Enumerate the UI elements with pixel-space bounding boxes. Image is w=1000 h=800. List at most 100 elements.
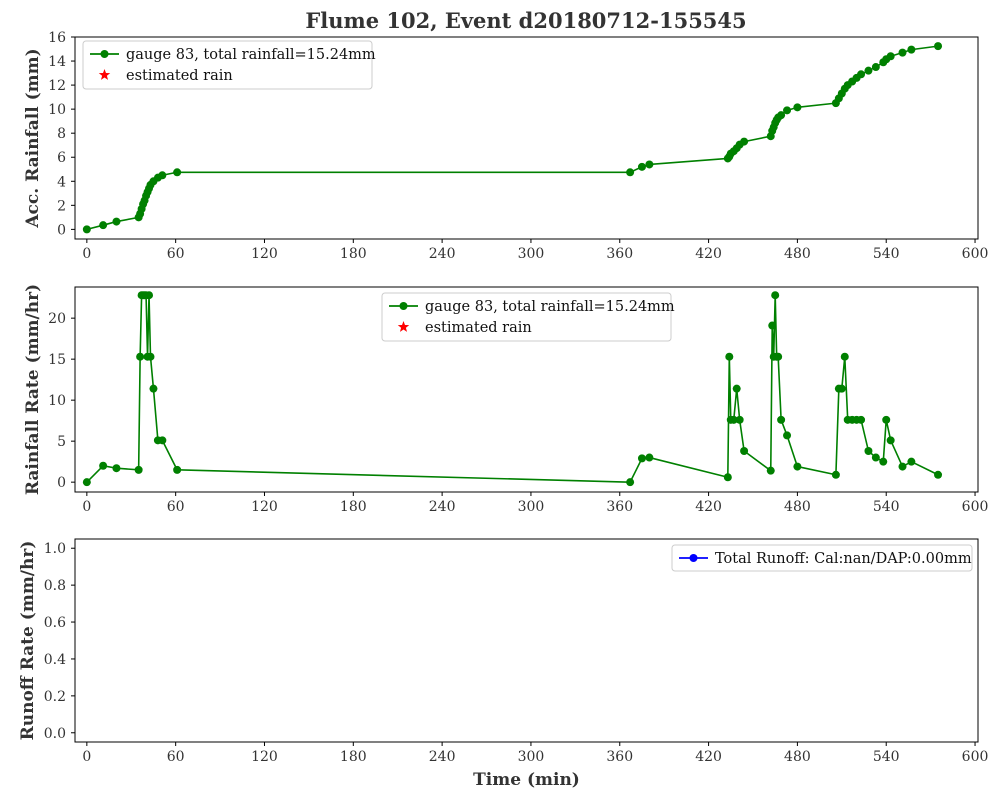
y-tick-label: 10: [48, 393, 66, 409]
data-point: [871, 453, 880, 462]
x-tick-label: 180: [340, 499, 367, 515]
panels: 0 60 120 180 240 300 360 420 480 540 6000246810121…: [18, 30, 988, 790]
x-axis-title: Time (min): [473, 770, 580, 790]
y-tick-label: 0: [57, 475, 66, 491]
y-tick-label: 0.4: [44, 652, 66, 668]
data-point: [626, 478, 635, 487]
x-tick-label: 360: [606, 499, 633, 515]
x-tick-label: 240: [429, 749, 456, 765]
x-tick-label: 180: [340, 246, 367, 262]
data-point: [907, 45, 916, 54]
legend-box: [381, 292, 672, 342]
data-point: [898, 48, 907, 57]
data-point: [149, 384, 158, 393]
x-tick-label: 60: [167, 749, 185, 765]
data-point: [740, 137, 749, 146]
x-tick-label: 600: [962, 246, 989, 262]
legend-star-marker: [98, 69, 111, 80]
data-point: [99, 461, 108, 470]
y-tick-label: 15: [48, 352, 66, 368]
data-point: [857, 415, 866, 424]
y-tick-label: 20: [48, 311, 66, 327]
y-tick-label: 8: [57, 126, 66, 142]
x-tick-label: 420: [695, 246, 722, 262]
data-point: [112, 464, 121, 473]
data-point: [864, 66, 873, 75]
data-point: [723, 473, 732, 482]
legend-star-marker: [397, 321, 410, 332]
data-point: [645, 160, 654, 169]
data-point: [793, 462, 802, 471]
data-point: [173, 168, 182, 177]
data-point: [766, 466, 775, 475]
data-point: [886, 52, 895, 61]
data-point: [793, 103, 802, 112]
x-tick-label: 120: [251, 246, 278, 262]
x-tick-label: 600: [962, 749, 989, 765]
legend: Total Runoff: Cal:nan/DAP:0.00mm: [671, 544, 973, 572]
data-point: [886, 436, 895, 445]
x-tick-label: 120: [251, 499, 278, 515]
data-point: [907, 457, 916, 466]
legend-box: [671, 544, 973, 572]
data-point: [82, 225, 91, 234]
x-tick-label: 0: [82, 499, 91, 515]
y-tick-label: 0.8: [44, 578, 66, 594]
x-tick-label: 180: [340, 749, 367, 765]
y-tick-label: 0.2: [44, 689, 66, 705]
y-tick-label: 1.0: [44, 541, 66, 557]
x-tick-label: 300: [518, 749, 545, 765]
x-tick-label: 240: [429, 499, 456, 515]
x-tick-label: 60: [167, 246, 185, 262]
data-point: [777, 415, 786, 424]
data-point: [735, 415, 744, 424]
data-point: [637, 162, 646, 171]
plot-frame: [74, 286, 979, 493]
plot-frame: [74, 538, 979, 743]
legend-label: gauge 83, total rainfall=15.24mm: [126, 47, 376, 63]
data-point: [99, 221, 108, 230]
legend-circle-marker: [100, 50, 109, 58]
data-point: [146, 352, 155, 361]
data-point: [837, 384, 846, 393]
data-point: [82, 478, 91, 487]
x-tick-label: 540: [873, 499, 900, 515]
data-point: [882, 415, 891, 424]
x-tick-label: 0: [82, 246, 91, 262]
legend-label: gauge 83, total rainfall=15.24mm: [425, 299, 675, 315]
y-tick-label: 0.0: [44, 726, 66, 742]
data-point: [768, 321, 777, 330]
x-tick-label: 480: [784, 499, 811, 515]
legend-label: estimated rain: [126, 68, 233, 84]
data-point: [934, 42, 943, 51]
y-tick-label: 0: [57, 222, 66, 238]
data-point: [857, 70, 866, 79]
x-tick-label: 120: [251, 749, 278, 765]
data-point: [725, 352, 734, 361]
y-tick-label: 12: [48, 78, 66, 94]
data-point: [777, 111, 786, 120]
data-point: [864, 447, 873, 455]
legend-circle-marker: [689, 554, 698, 562]
data-point: [783, 106, 792, 115]
data-point: [136, 352, 145, 361]
data-point: [831, 470, 840, 479]
x-tick-label: 360: [606, 246, 633, 262]
data-point: [898, 462, 907, 471]
legend-box: [82, 40, 373, 90]
legend-circle-marker: [399, 302, 408, 310]
x-tick-label: 540: [873, 749, 900, 765]
x-tick-label: 300: [518, 499, 545, 515]
x-tick-label: 240: [429, 246, 456, 262]
y-tick-label: 16: [48, 30, 66, 46]
x-tick-label: 300: [518, 246, 545, 262]
x-tick-label: 420: [695, 749, 722, 765]
data-point: [729, 415, 738, 424]
data-point: [840, 352, 849, 361]
data-point: [134, 465, 143, 474]
legend: gauge 83, total rainfall=15.24mm estimate…: [381, 292, 675, 342]
data-point: [626, 168, 635, 177]
y-tick-label: 10: [48, 102, 66, 118]
data-point: [732, 384, 741, 393]
